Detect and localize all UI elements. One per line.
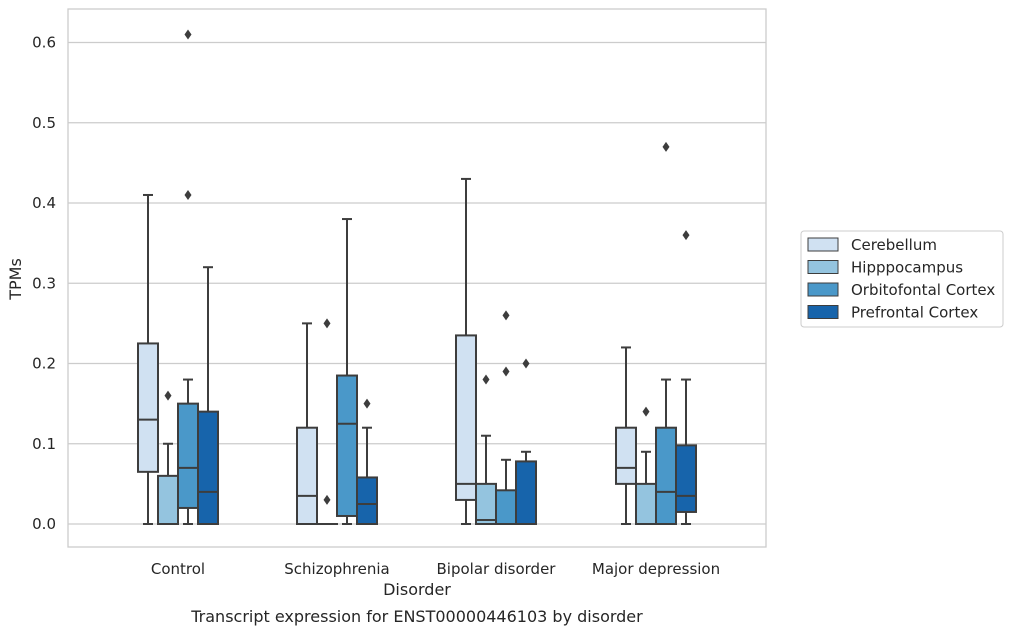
box-bipolar-disorder: [475, 374, 497, 525]
box-body: [515, 460, 537, 525]
x-tick-label: Schizophrenia: [284, 560, 389, 578]
box-bipolar-disorder: [515, 358, 537, 525]
outlier-point: [363, 398, 371, 409]
box-bipolar-disorder: [455, 177, 477, 525]
outlier-point: [522, 358, 530, 369]
x-axis-label: Disorder: [383, 580, 451, 599]
y-tick-label: 0.6: [32, 34, 56, 52]
series-prefrontal-cortex: [197, 230, 697, 525]
box-body: [615, 426, 637, 485]
box-control: [157, 390, 179, 526]
box-series: [137, 29, 697, 526]
x-axis-ticks: Control Schizophrenia Bipolar disorder Majo…: [151, 560, 720, 578]
box-body: [336, 374, 358, 517]
outlier-point: [502, 310, 510, 321]
y-tick-label: 0.2: [32, 355, 56, 373]
outlier-point: [164, 390, 172, 401]
outlier-point: [682, 230, 690, 241]
legend-swatch: [807, 237, 839, 252]
box-body: [475, 482, 497, 525]
box-major-depression: [655, 141, 677, 526]
outlier-point: [323, 494, 331, 505]
outlier-point: [323, 318, 331, 329]
box-body: [197, 410, 219, 525]
y-axis-ticks: 0.0 0.1 0.2 0.3 0.4 0.5 0.6: [32, 34, 56, 534]
legend-label: Hipppocampus: [851, 259, 963, 277]
legend-label: Orbitofontal Cortex: [851, 281, 995, 299]
box-major-depression: [675, 230, 697, 525]
box-major-depression: [635, 406, 657, 525]
legend-frame: [800, 230, 1004, 328]
series-cerebellum: [137, 177, 637, 526]
box-schizophrenia: [356, 398, 378, 525]
box-body: [137, 342, 159, 473]
box-control: [177, 29, 199, 525]
legend-label: Prefrontal Cortex: [851, 304, 978, 322]
box-body: [455, 334, 477, 501]
series-hipppocampus: [157, 318, 657, 526]
legend-swatch: [807, 282, 839, 297]
plot-frame: [67, 8, 767, 548]
legend-swatch: [807, 260, 839, 274]
box-schizophrenia: [336, 218, 358, 525]
box-body: [635, 482, 657, 525]
y-axis-label: TPMs: [6, 258, 25, 301]
outlier-point: [642, 406, 650, 417]
outlier-point: [184, 29, 192, 40]
box-major-depression: [615, 346, 637, 525]
box-body: [157, 474, 179, 526]
box-schizophrenia: [296, 322, 318, 526]
x-tick-label: Major depression: [592, 560, 720, 578]
box-bipolar-disorder: [495, 310, 517, 526]
legend-swatch: [807, 305, 839, 319]
y-tick-label: 0.3: [32, 274, 56, 292]
x-tick-label: Bipolar disorder: [437, 560, 557, 578]
y-tick-label: 0.1: [32, 435, 56, 453]
legend: Cerebellum Hipppocampus Orbitofontal Corte…: [800, 230, 1004, 328]
box-body: [675, 444, 697, 513]
x-tick-label: Control: [151, 560, 205, 578]
box-schizophrenia: [316, 318, 338, 526]
box-body: [296, 426, 318, 526]
outlier-point: [502, 366, 510, 377]
legend-label: Cerebellum: [851, 236, 937, 254]
box-control: [197, 266, 219, 525]
outlier-point: [482, 374, 490, 385]
box-body: [655, 426, 677, 526]
box-body: [356, 476, 378, 525]
y-tick-label: 0.0: [32, 515, 56, 533]
outlier-point: [662, 141, 670, 152]
box-control: [137, 193, 159, 525]
box-body: [495, 489, 517, 526]
outlier-point: [184, 189, 192, 200]
chart-caption: Transcript expression for ENST0000044610…: [190, 607, 643, 626]
series-orbitofontal-cortex: [177, 29, 677, 526]
y-tick-label: 0.4: [32, 194, 56, 212]
box-body: [177, 402, 199, 509]
y-tick-label: 0.5: [32, 114, 56, 132]
